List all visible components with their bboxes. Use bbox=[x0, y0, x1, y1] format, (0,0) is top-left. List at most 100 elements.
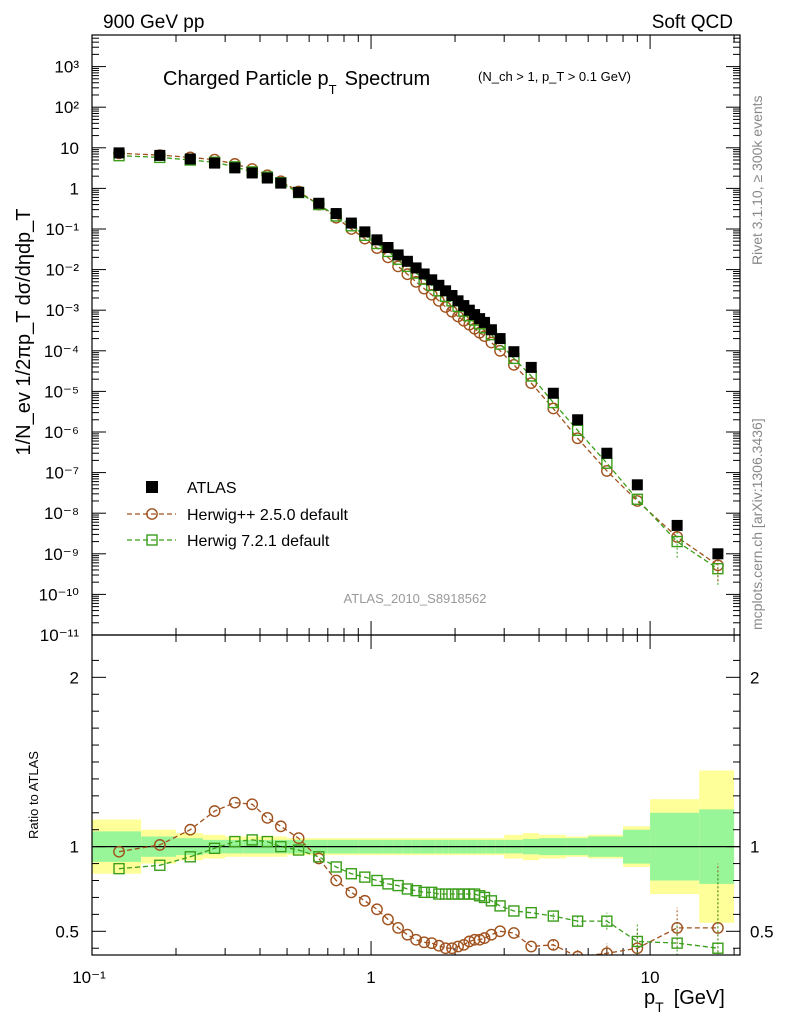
plot-title-tail: Spectrum bbox=[345, 68, 431, 90]
y-tick-label: 10 bbox=[60, 139, 79, 158]
header-right: Soft QCD bbox=[652, 12, 733, 33]
herwig72-main-marker bbox=[571, 424, 584, 437]
atlas-data-point bbox=[275, 177, 287, 189]
herwig25-ratio-marker bbox=[446, 942, 458, 955]
plot-title-main: Charged Particle p bbox=[163, 68, 329, 90]
herwig25-main-marker bbox=[600, 465, 613, 477]
herwig72-ratio-marker bbox=[525, 906, 537, 919]
ratio-y-axis-label: Ratio to ATLAS bbox=[26, 751, 41, 839]
herwig72-ratio-marker bbox=[345, 868, 358, 880]
herwig25-main-marker bbox=[478, 330, 491, 343]
ratio-plot-marks bbox=[92, 796, 740, 955]
plot-title-sub: T bbox=[329, 82, 337, 97]
herwig72-ratio-marker bbox=[313, 851, 325, 863]
atlas-data-point bbox=[452, 295, 464, 307]
atlas-data-point bbox=[446, 290, 458, 302]
herwig25-ratio-marker bbox=[432, 939, 445, 952]
legend-label: ATLAS bbox=[187, 480, 237, 497]
y-tick-label: 10⁻⁴ bbox=[44, 342, 79, 361]
herwig25-ratio-marker bbox=[184, 823, 197, 836]
atlas-data-point bbox=[508, 346, 520, 358]
axes-ticks: 10⁻¹ 1 10 10⁻¹¹ 10⁻¹⁰ 10⁻⁹ 10⁻⁸ 10⁻⁷ 10⁻⁶ 10⁻⁵ 10⁻… bbox=[39, 34, 774, 987]
x-axis-label-unit: [GeV] bbox=[674, 987, 725, 1009]
atlas-data-point bbox=[572, 414, 584, 426]
herwig25-ratio-marker bbox=[113, 845, 125, 858]
x-tick-label: 10 bbox=[641, 968, 660, 987]
y-tick-label: 10⁻⁹ bbox=[44, 545, 79, 564]
legend-herwig72-marker bbox=[146, 534, 158, 546]
herwig25-ratio-marker bbox=[507, 927, 520, 939]
legend-label: Herwig 7.2.1 default bbox=[187, 533, 330, 550]
herwig25-main-marker bbox=[571, 432, 584, 445]
y-tick-label: 10⁻⁶ bbox=[44, 423, 79, 442]
herwig72-ratio-marker bbox=[184, 851, 196, 863]
herwig25-ratio-marker bbox=[208, 805, 221, 817]
herwig25-ratio-marker bbox=[525, 940, 538, 953]
atlas-data-point bbox=[345, 217, 357, 229]
y-tick-label: 10⁻² bbox=[45, 261, 79, 280]
herwig25-ratio-marker bbox=[358, 894, 371, 907]
herwig72-ratio-marker bbox=[494, 900, 506, 912]
herwig25-ratio-marker bbox=[473, 933, 486, 946]
herwig25-ratio-marker bbox=[371, 903, 383, 916]
y-tick-label: 10⁻⁵ bbox=[44, 382, 79, 401]
atlas-data-point bbox=[359, 226, 371, 238]
atlas-data-point bbox=[154, 149, 166, 161]
herwig25-main-marker bbox=[401, 268, 414, 281]
herwig72-ratio-marker bbox=[426, 886, 438, 899]
herwig72-ratio-marker bbox=[601, 915, 613, 927]
herwig72-ratio-marker bbox=[292, 844, 305, 856]
ratio-y-tick-label: 0.5 bbox=[55, 922, 79, 941]
herwig25-ratio-marker bbox=[452, 940, 464, 953]
x-axis-label-main: p bbox=[644, 987, 655, 1009]
herwig25-ratio-marker bbox=[478, 932, 491, 944]
herwig25-ratio-marker bbox=[410, 933, 422, 946]
atlas-data-point bbox=[209, 157, 221, 169]
atlas-data-point bbox=[525, 361, 537, 373]
herwig72-ratio-marker bbox=[508, 905, 520, 917]
herwig25-main-marker bbox=[507, 358, 520, 371]
atlas-data-point bbox=[392, 249, 404, 261]
herwig72-ratio-marker bbox=[275, 840, 287, 853]
atlas-data-point bbox=[440, 285, 452, 297]
header-left: 900 GeV pp bbox=[103, 12, 204, 33]
atlas-data-point bbox=[458, 300, 470, 312]
atlas-data-point bbox=[410, 262, 422, 274]
ratio-series bbox=[113, 796, 724, 955]
x-tick-label: 1 bbox=[366, 968, 375, 987]
herwig25-ratio-marker bbox=[401, 928, 414, 941]
y-tick-label: 10⁻¹ bbox=[45, 220, 79, 239]
atlas-data-point bbox=[401, 255, 413, 267]
herwig72-ratio-marker bbox=[712, 942, 724, 954]
atlas-data-point bbox=[371, 234, 383, 246]
herwig25-ratio-line bbox=[118, 801, 718, 955]
y-tick-label: 10³ bbox=[54, 58, 79, 77]
herwig72-ratio-marker bbox=[208, 842, 221, 855]
herwig25-ratio-marker bbox=[274, 820, 287, 833]
plot-title: Charged Particle pT Spectrum bbox=[163, 68, 430, 97]
herwig25-ratio-marker bbox=[418, 936, 431, 949]
atlas-data-point bbox=[313, 197, 325, 209]
herwig25-ratio-marker bbox=[292, 832, 305, 845]
herwig25-main-marker bbox=[410, 275, 422, 288]
atlas-data-point bbox=[485, 324, 497, 336]
herwig25-main-marker bbox=[425, 288, 438, 301]
herwig72-ratio-marker bbox=[371, 874, 383, 887]
atlas-data-point bbox=[601, 447, 613, 459]
herwig72-ratio-marker bbox=[113, 862, 125, 875]
atlas-data-point bbox=[382, 242, 394, 254]
herwig72-ratio-marker bbox=[246, 834, 258, 846]
y-tick-label: 1 bbox=[70, 179, 79, 198]
herwig25-main-marker bbox=[494, 344, 506, 357]
herwig72-ratio-marker bbox=[359, 871, 371, 883]
herwig25-ratio-marker bbox=[571, 950, 584, 955]
y-tick-label: 10² bbox=[54, 98, 79, 117]
atlas-data-point bbox=[293, 186, 305, 198]
herwig25-main-marker bbox=[418, 282, 431, 295]
herwig25-ratio-marker bbox=[261, 811, 274, 824]
herwig72-main-marker bbox=[631, 493, 644, 505]
analysis-watermark: ATLAS_2010_S8918562 bbox=[344, 591, 487, 606]
y-tick-label: 10⁻⁷ bbox=[45, 464, 79, 483]
herwig72-ratio-marker bbox=[478, 891, 491, 904]
